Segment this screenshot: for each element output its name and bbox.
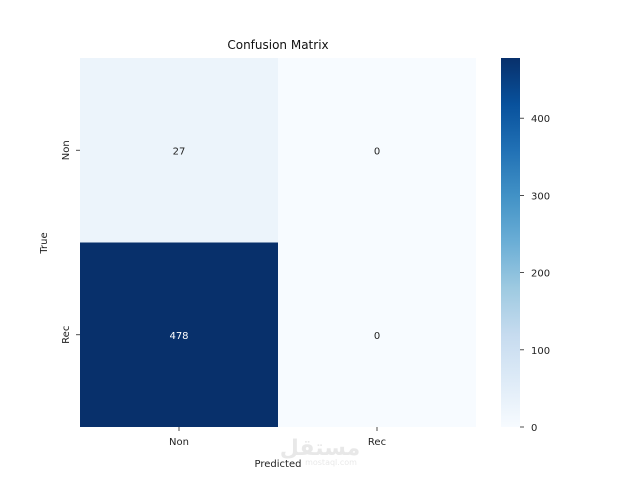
- colorbar-tick-label: 300: [531, 191, 550, 202]
- chart-title: Confusion Matrix: [227, 38, 328, 52]
- colorbar: [501, 58, 520, 427]
- y-axis-label: True: [39, 232, 50, 254]
- colorbar-tick-label: 0: [531, 423, 537, 434]
- colorbar-tick-label: 400: [531, 114, 550, 125]
- y-axis-ticks: Non Rec: [61, 140, 80, 344]
- x-axis-label: Predicted: [255, 459, 302, 470]
- watermark-subtext: mostaql.com: [305, 458, 357, 467]
- colorbar-tick-label: 200: [531, 269, 550, 280]
- x-tick-label: Non: [169, 437, 189, 448]
- heatmap-cell-rec-rec: [278, 242, 476, 427]
- watermark-logo: مستقل mostaql.com: [280, 436, 360, 467]
- x-axis-ticks: Non Rec: [169, 427, 386, 448]
- heatmap-cell-value: 0: [374, 331, 380, 342]
- heatmap-cell-non-non: [80, 58, 278, 243]
- watermark-text: مستقل: [280, 436, 360, 461]
- y-tick-label: Rec: [61, 326, 72, 344]
- heatmap-cell-value: 27: [173, 146, 186, 157]
- y-tick-label: Non: [61, 140, 72, 160]
- heatmap-cell-value: 478: [169, 331, 188, 342]
- colorbar-tick-label: 100: [531, 346, 550, 357]
- heatmap-cells: [80, 58, 476, 427]
- heatmap-cell-rec-non: [80, 242, 278, 427]
- heatmap-cell-non-rec: [278, 58, 476, 243]
- heatmap-cell-labels: 27 0 478 0: [169, 146, 380, 342]
- colorbar-ticks: 0 100 200 300 400: [520, 114, 550, 434]
- heatmap-cell-value: 0: [374, 146, 380, 157]
- x-tick-label: Rec: [368, 437, 386, 448]
